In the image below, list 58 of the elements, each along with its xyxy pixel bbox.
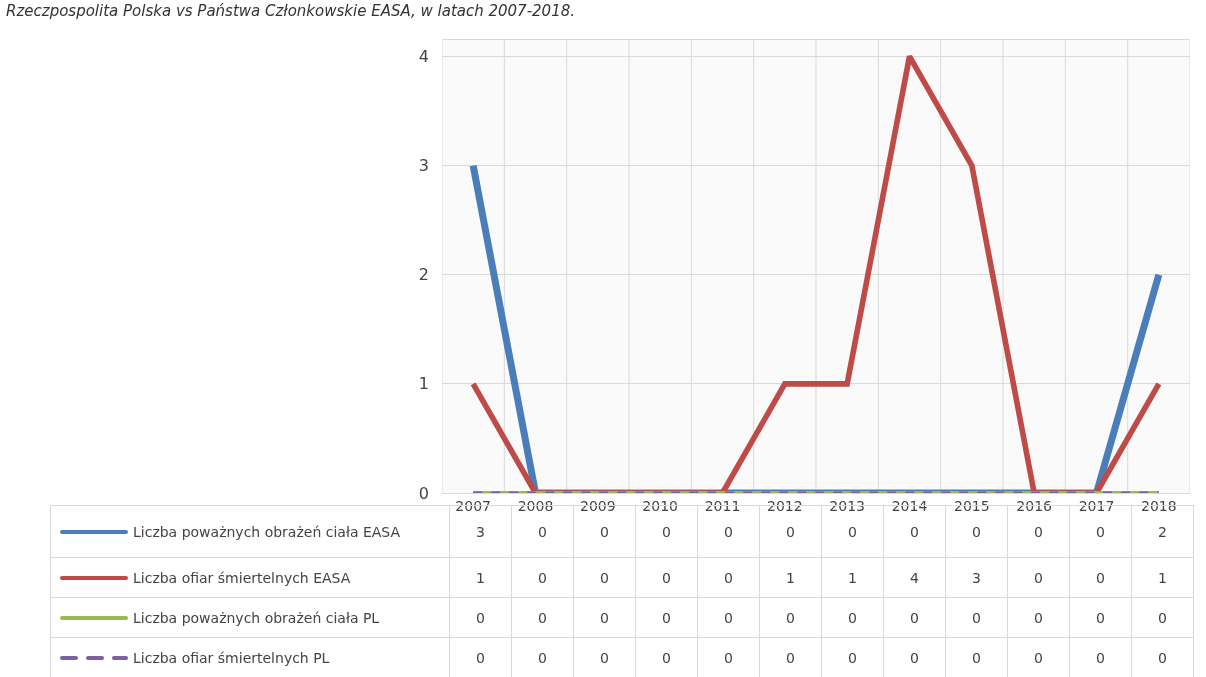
data-label: 0 (945, 637, 1008, 677)
legend-label: Liczba poważnych obrażeń ciała PL (133, 610, 380, 626)
data-label: 0 (1131, 597, 1194, 638)
data-label: 0 (786, 523, 795, 540)
y-tick-label: 2 (418, 265, 429, 285)
y-tick-label: 0 (418, 483, 429, 503)
data-label: 0 (511, 637, 574, 677)
data-label: 0 (635, 557, 698, 598)
data-label: 0 (910, 523, 919, 540)
data-label: 0 (600, 523, 609, 540)
data-label: 0 (1069, 637, 1132, 677)
data-label: 0 (1069, 557, 1132, 598)
y-tick-label: 1 (418, 374, 429, 394)
data-label: 2 (1158, 523, 1167, 540)
data-label: 3 (945, 557, 1008, 598)
data-label: 0 (697, 597, 760, 638)
data-label: 1 (1131, 557, 1194, 598)
legend-label: Liczba poważnych obrażeń ciała EASA (133, 524, 401, 540)
data-label: 0 (697, 637, 760, 677)
data-label: 0 (573, 597, 636, 638)
data-label: 3 (476, 523, 485, 540)
data-label: 0 (662, 523, 671, 540)
data-label: 0 (821, 597, 884, 638)
y-tick-label: 3 (418, 156, 429, 176)
legend-label: Liczba ofiar śmiertelnych EASA (133, 570, 351, 586)
data-label: 0 (759, 637, 822, 677)
data-label: 0 (635, 597, 698, 638)
data-label: 0 (449, 597, 512, 638)
data-label: 0 (945, 597, 1008, 638)
y-tick-label: 4 (418, 46, 429, 66)
data-label: 0 (724, 523, 733, 540)
data-label: 0 (697, 557, 760, 598)
data-label: 0 (511, 557, 574, 598)
data-label: 0 (1007, 557, 1070, 598)
data-label: 0 (972, 523, 981, 540)
data-label: 0 (883, 597, 946, 638)
data-label: 0 (883, 637, 946, 677)
data-label: 0 (1096, 523, 1105, 540)
text: Rzeczpospolita Polska vs Państwa Członkowskie EASA, w latach 2007-2018. (6, 2, 576, 20)
data-label: 1 (821, 557, 884, 598)
data-label: 4 (883, 557, 946, 598)
data-label: 0 (821, 637, 884, 677)
data-label: 1 (449, 557, 512, 598)
data-label: 0 (573, 637, 636, 677)
data-label: 0 (759, 597, 822, 638)
data-label: 0 (511, 597, 574, 638)
data-label: 0 (1131, 637, 1194, 677)
data-label: 0 (1034, 523, 1043, 540)
data-label: 0 (1007, 597, 1070, 638)
data-label: 0 (538, 523, 547, 540)
data-label: 0 (848, 523, 857, 540)
data-label: 0 (1069, 597, 1132, 638)
data-label: 0 (449, 637, 512, 677)
data-label: 0 (573, 557, 636, 598)
data-label: 0 (1007, 637, 1070, 677)
data-label: 1 (759, 557, 822, 598)
legend-label: Liczba ofiar śmiertelnych PL (133, 650, 330, 666)
data-label: 0 (635, 637, 698, 677)
